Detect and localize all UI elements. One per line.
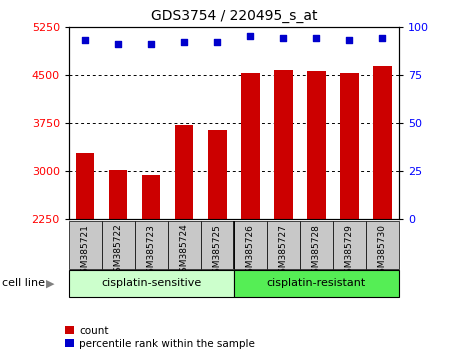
Text: GSM385730: GSM385730 (378, 224, 387, 279)
Bar (300, 221, 333, 269)
Text: GSM385722: GSM385722 (114, 224, 123, 278)
Point (82, 37, 89, 43)
Bar (234, 270, 399, 297)
Point (313, 35, 320, 41)
Text: GSM385725: GSM385725 (213, 224, 222, 279)
Text: GSM385729: GSM385729 (345, 224, 354, 279)
Point (180, 39, 188, 45)
Bar (234, 221, 267, 269)
Legend: count, percentile rank within the sample: count, percentile rank within the sample (65, 326, 255, 349)
Text: GSM385728: GSM385728 (312, 224, 321, 279)
Text: cell line: cell line (2, 278, 46, 289)
Text: GSM385724: GSM385724 (180, 224, 189, 278)
Bar (201, 221, 234, 269)
Bar (135, 221, 168, 269)
Bar (69, 270, 234, 297)
Bar (275, 70, 293, 219)
Text: ▶: ▶ (46, 278, 55, 289)
Bar (102, 221, 135, 269)
Text: GSM385727: GSM385727 (279, 224, 288, 279)
Bar (109, 170, 127, 219)
Point (148, 41, 155, 47)
Bar (333, 221, 366, 269)
Bar (76, 153, 95, 219)
Text: cisplatin-sensitive: cisplatin-sensitive (101, 278, 201, 289)
Bar (341, 73, 359, 219)
Point (346, 37, 353, 43)
Bar (209, 130, 227, 219)
Point (247, 33, 254, 39)
Point (280, 35, 287, 41)
Text: GSM385721: GSM385721 (81, 224, 90, 279)
Point (379, 35, 386, 41)
Point (114, 41, 122, 47)
Title: GDS3754 / 220495_s_at: GDS3754 / 220495_s_at (151, 9, 317, 23)
Bar (241, 73, 259, 219)
Text: GSM385726: GSM385726 (246, 224, 255, 279)
Text: GSM385723: GSM385723 (147, 224, 156, 279)
Bar (168, 221, 201, 269)
Bar (267, 221, 300, 269)
Bar (175, 125, 193, 219)
Bar (142, 175, 161, 219)
Point (214, 39, 221, 45)
Bar (69, 221, 102, 269)
Text: cisplatin-resistant: cisplatin-resistant (267, 278, 366, 289)
Bar (373, 66, 391, 219)
Bar (366, 221, 399, 269)
Bar (307, 71, 325, 219)
